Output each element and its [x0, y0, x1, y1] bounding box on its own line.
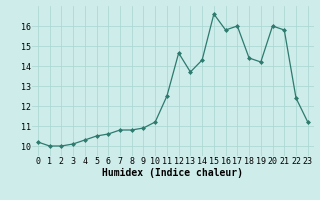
X-axis label: Humidex (Indice chaleur): Humidex (Indice chaleur) [102, 168, 243, 178]
